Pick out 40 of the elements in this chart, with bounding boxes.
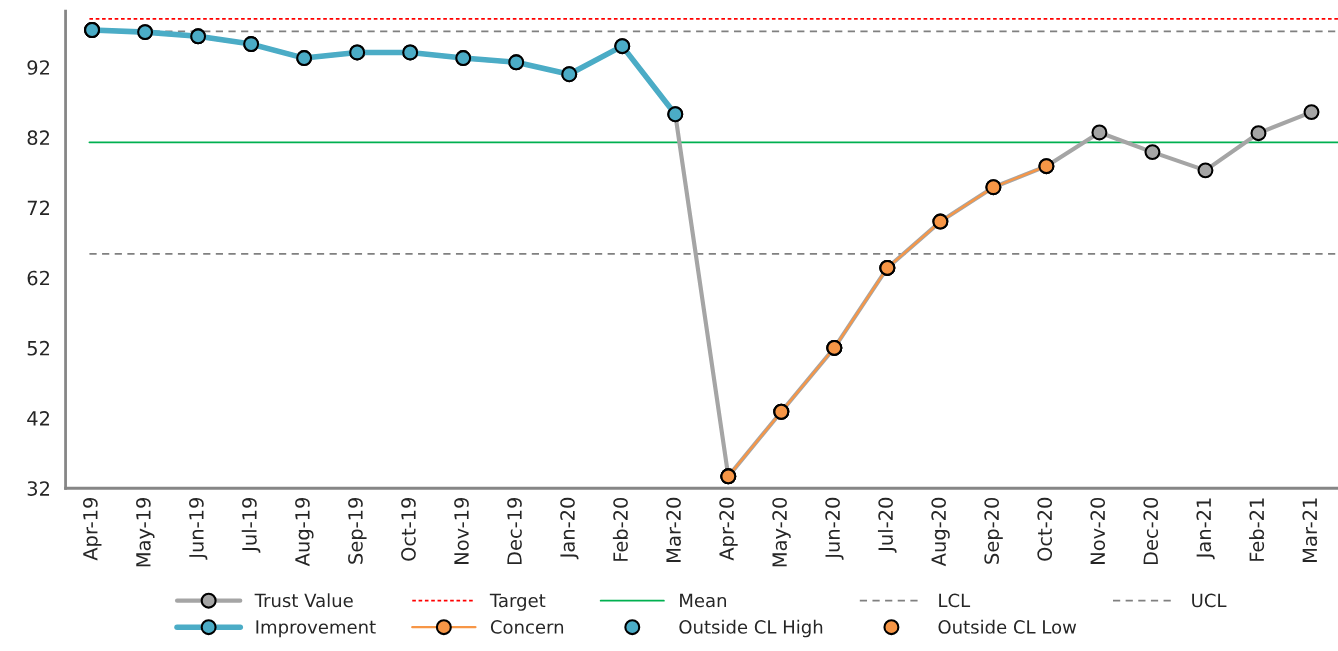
legend-label: Outside CL High <box>679 619 823 638</box>
x-tick-label: Mar-20 <box>666 497 681 562</box>
x-tick-label: May-20 <box>772 497 791 567</box>
x-tick-label: May-19 <box>136 497 155 567</box>
legend-label: UCL <box>1192 593 1227 608</box>
x-tick-label: Nov-20 <box>1090 497 1106 564</box>
x-tick-label: Aug-20 <box>931 497 950 567</box>
x-tick-label: Feb-20 <box>612 497 628 561</box>
x-tick-label: Jul-20 <box>877 497 897 553</box>
legend-label: Concern <box>490 620 564 634</box>
y-tick-label: 62 <box>27 270 50 286</box>
x-tick-label: Dec-20 <box>1143 497 1159 565</box>
y-tick-label: 52 <box>27 340 50 356</box>
x-tick-label: Oct-20 <box>1037 497 1053 561</box>
x-tick-label: Mar-21 <box>1302 498 1318 562</box>
legend-label: Improvement <box>256 620 376 638</box>
legend-label: Outside CL Low <box>938 619 1077 634</box>
y-tick-label: 72 <box>27 200 50 215</box>
x-tick-label: Jan-21 <box>1196 498 1215 560</box>
x-tick-label: Oct-19 <box>401 497 416 561</box>
x-tick-label: Aug-19 <box>295 497 314 567</box>
x-tick-label: Dec-19 <box>507 497 522 565</box>
legend-label: Trust Value <box>254 593 353 608</box>
x-tick-label: Jun-19 <box>189 497 208 560</box>
x-tick-label: Jun-20 <box>825 497 844 560</box>
x-tick-label: Nov-19 <box>454 497 469 564</box>
x-tick-label: Sep-20 <box>984 497 1003 564</box>
legend-label: LCL <box>939 593 971 608</box>
x-tick-label: Feb-21 <box>1249 498 1265 561</box>
legend-label: Mean <box>680 593 726 608</box>
y-tick-label: 32 <box>27 481 50 496</box>
y-tick-label: 42 <box>27 411 50 426</box>
x-tick-label: Jan-20 <box>560 497 579 560</box>
x-tick-label: Sep-19 <box>348 497 367 564</box>
legend-label: Target <box>489 593 546 611</box>
y-tick-label: 82 <box>27 130 50 146</box>
x-tick-label: Apr-19 <box>83 497 102 561</box>
x-tick-label: Jul-19 <box>241 497 261 553</box>
y-tick-label: 92 <box>27 60 50 75</box>
x-tick-label: Apr-20 <box>719 497 738 561</box>
